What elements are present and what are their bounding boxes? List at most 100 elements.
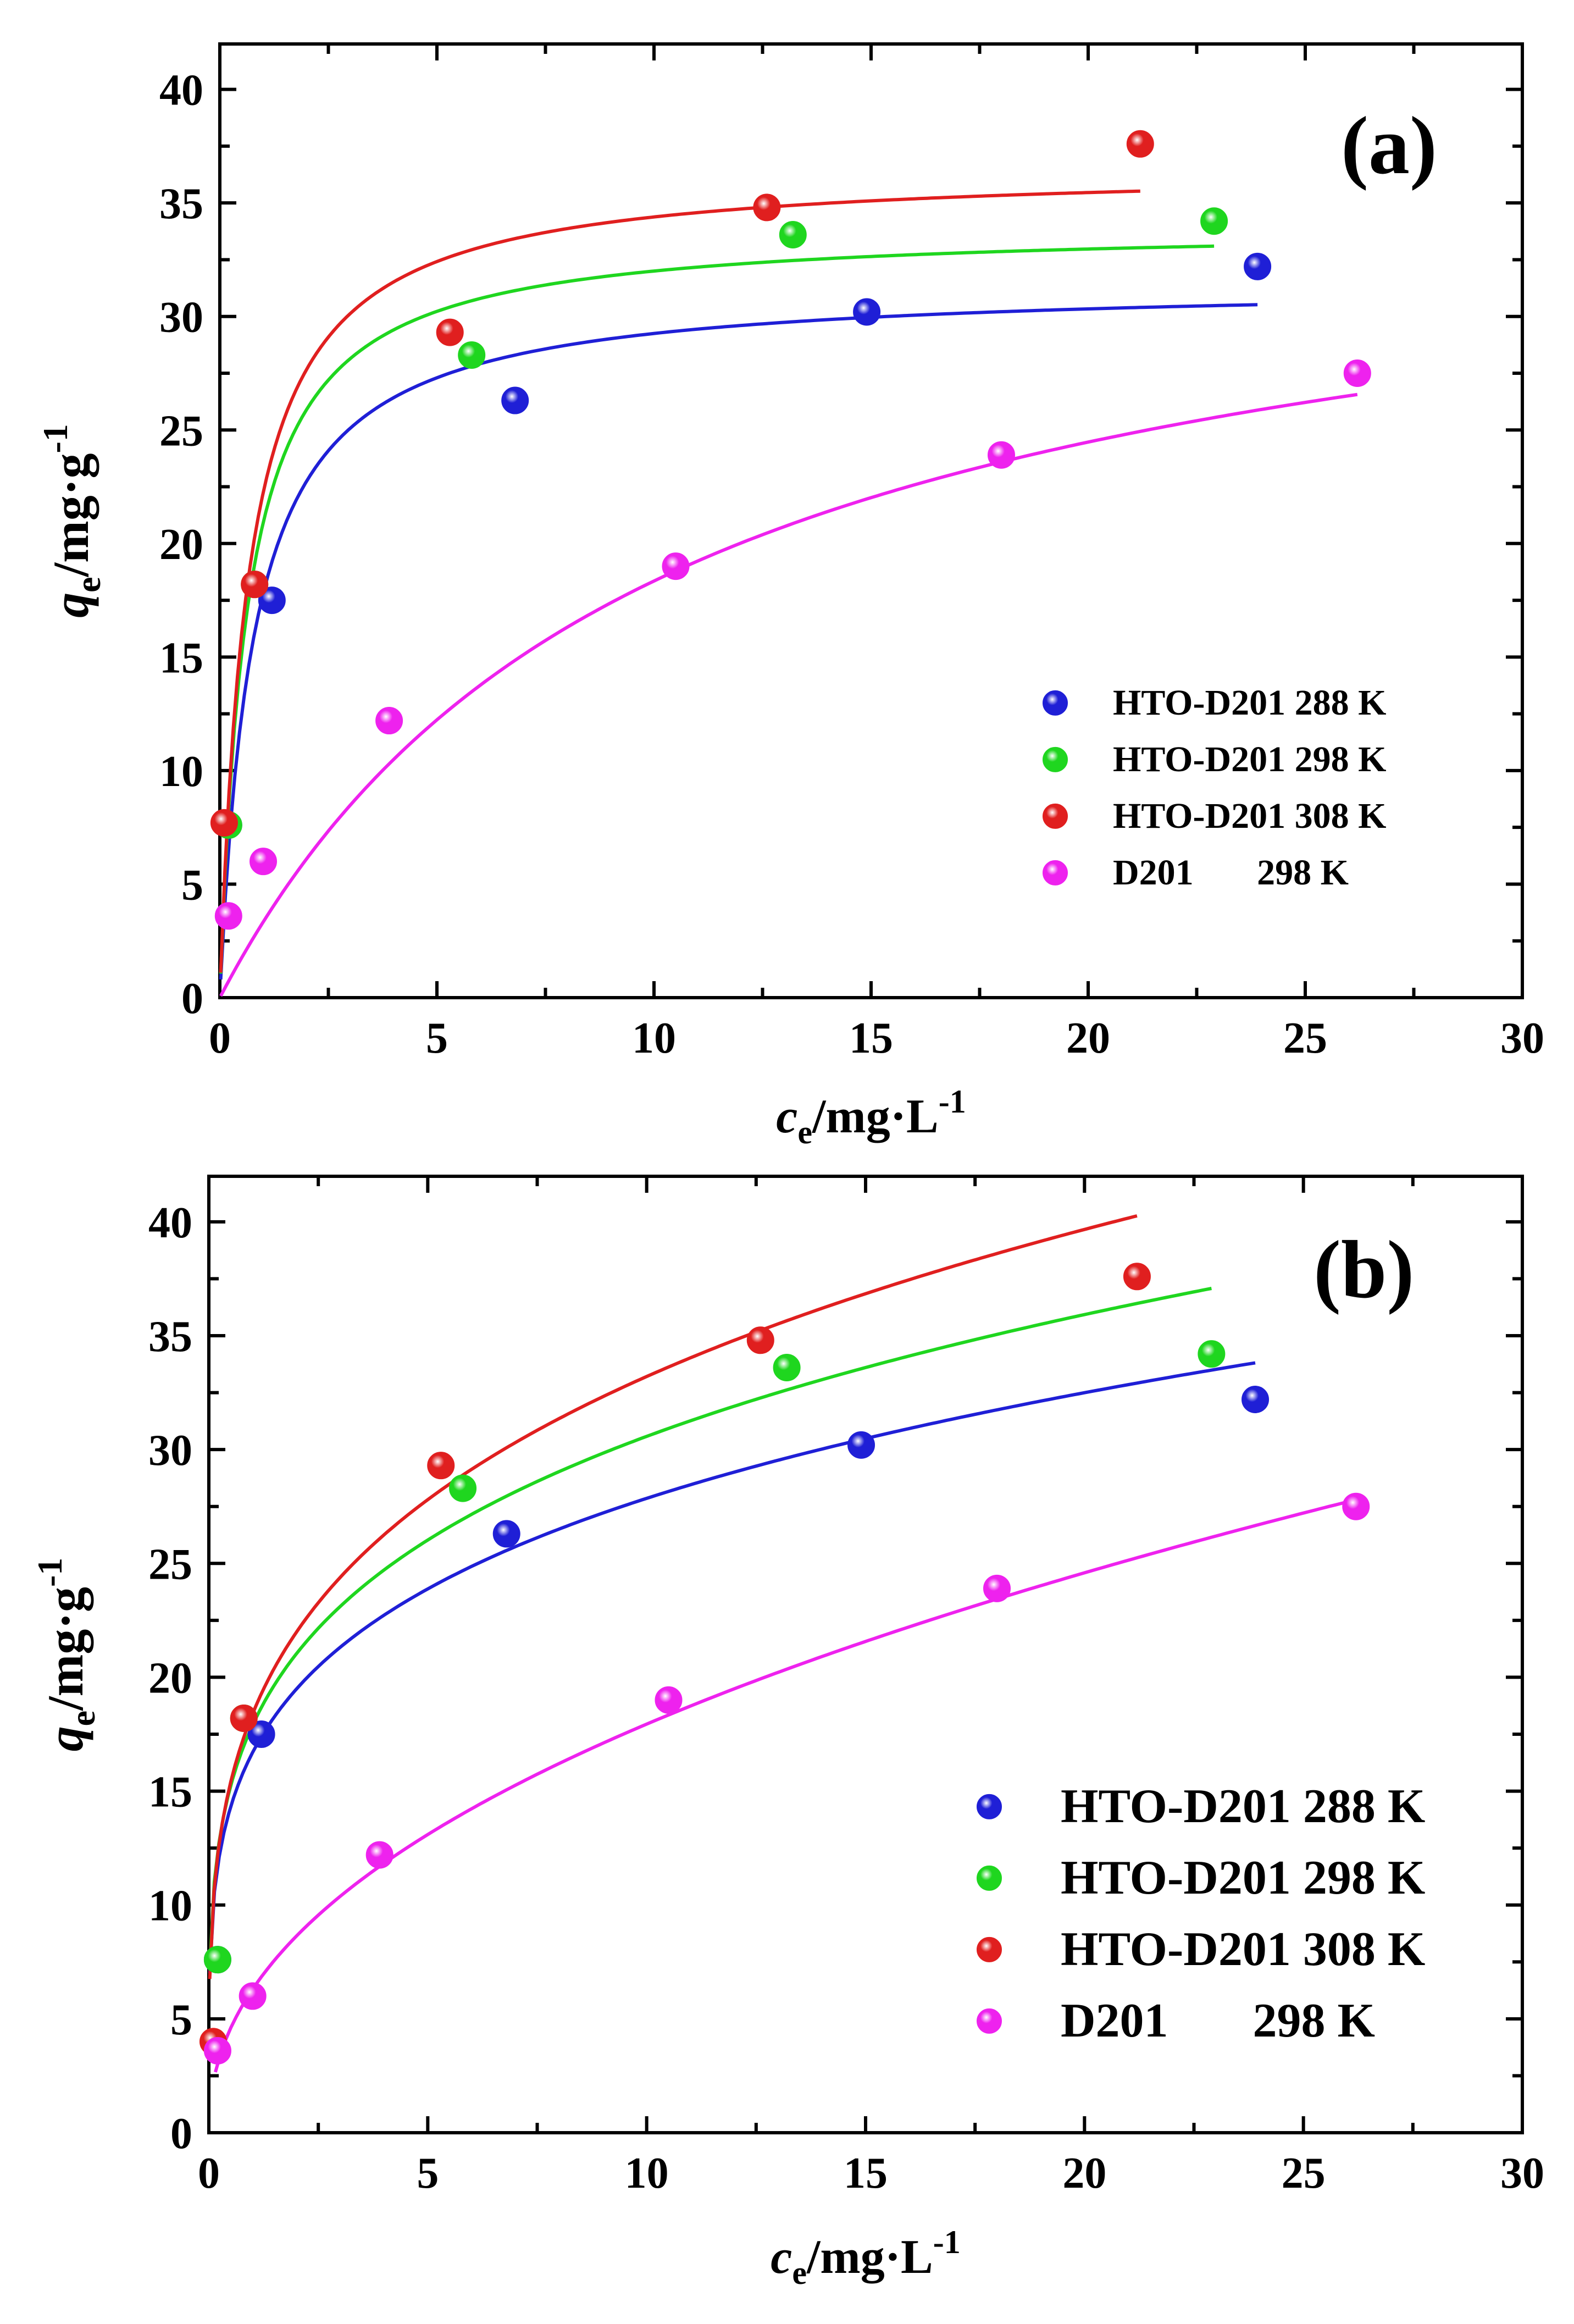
legend-marker-hto-d201-298-k	[977, 1865, 1002, 1891]
y-tick-label: 15	[148, 1768, 192, 1817]
data-point-d201-298-k	[203, 2037, 231, 2065]
data-point-hto-d201-308-k	[210, 809, 238, 837]
legend-label: HTO-D201 298 K	[1061, 1851, 1425, 1905]
x-tick-label: 0	[198, 2149, 220, 2198]
data-point-hto-d201-298-k	[449, 1474, 477, 1502]
y-tick-label: 30	[159, 294, 203, 342]
data-point-hto-d201-288-k	[1244, 252, 1272, 280]
x-tick-label: 0	[209, 1014, 231, 1063]
y-tick-label: 5	[170, 1996, 192, 2044]
y-tick-label: 20	[159, 521, 203, 569]
legend-marker-hto-d201-308-k	[1043, 803, 1068, 829]
x-tick-label: 30	[1500, 1014, 1544, 1063]
data-point-d201-298-k	[662, 552, 690, 580]
legend-label: HTO-D201 298 K	[1113, 739, 1386, 779]
fit-curve-hto-d201-288-k	[208, 1361, 1256, 1974]
data-point-hto-d201-308-k	[746, 1326, 774, 1354]
data-point-hto-d201-308-k	[230, 1705, 258, 1732]
data-point-hto-d201-298-k	[203, 1946, 231, 1974]
x-tick-label: 15	[844, 2149, 888, 2198]
y-tick-label: 10	[159, 748, 203, 796]
y-tick-label: 5	[181, 861, 203, 909]
data-point-hto-d201-288-k	[501, 386, 529, 414]
legend-label: D201 298 K	[1061, 1994, 1375, 2048]
data-point-d201-298-k	[983, 1574, 1011, 1602]
legend-label: D201 298 K	[1113, 853, 1349, 893]
data-point-d201-298-k	[655, 1686, 683, 1714]
fit-curve-hto-d201-298-k	[219, 244, 1215, 974]
legend-marker-d201-298-k	[977, 2008, 1002, 2034]
y-tick-label: 30	[148, 1426, 192, 1475]
data-point-d201-298-k	[214, 902, 242, 930]
plot-frame	[207, 1175, 1524, 2134]
data-point-hto-d201-298-k	[1200, 207, 1228, 235]
data-point-hto-d201-298-k	[1198, 1340, 1226, 1368]
data-point-hto-d201-288-k	[847, 1431, 875, 1459]
data-point-hto-d201-288-k	[1242, 1386, 1270, 1413]
x-tick-label: 30	[1500, 2149, 1544, 2198]
y-tick-label: 15	[159, 634, 203, 682]
fit-curve-d201-298-k	[214, 1498, 1357, 2073]
y-tick-label: 0	[181, 975, 203, 1023]
data-point-hto-d201-288-k	[853, 298, 881, 326]
fit-curve-hto-d201-308-k	[208, 1214, 1138, 1979]
x-tick-label: 25	[1283, 1014, 1327, 1063]
x-tick-label: 10	[625, 2149, 669, 2198]
x-axis-label: ce/mg·L-1	[776, 1083, 966, 1150]
data-point-d201-298-k	[1343, 359, 1371, 387]
legend-label: HTO-D201 308 K	[1061, 1923, 1425, 1976]
legend-marker-hto-d201-308-k	[977, 1936, 1002, 1962]
legend-marker-hto-d201-288-k	[1043, 690, 1068, 716]
x-tick-label: 5	[417, 2149, 439, 2198]
data-point-hto-d201-308-k	[241, 571, 269, 599]
y-tick-label: 25	[148, 1540, 192, 1589]
x-tick-label: 20	[1066, 1014, 1110, 1063]
y-tick-label: 20	[148, 1654, 192, 1702]
data-point-hto-d201-288-k	[247, 1720, 275, 1748]
x-tick-label: 5	[426, 1014, 448, 1063]
x-axis-label: ce/mg·L-1	[771, 2224, 960, 2291]
data-point-hto-d201-308-k	[753, 193, 781, 222]
data-point-hto-d201-298-k	[458, 341, 486, 369]
legend-label: HTO-D201 288 K	[1113, 683, 1386, 723]
data-point-d201-298-k	[365, 1841, 394, 1869]
panel-b: 0 5 10 15 20 25 30 0 5 10 15 20 25 30 35 40 ce/mg·L-1 qe/…	[30, 1175, 1544, 2291]
y-tick-label: 35	[159, 180, 203, 228]
legend-marker-hto-d201-298-k	[1043, 746, 1068, 772]
data-point-hto-d201-298-k	[773, 1354, 801, 1381]
fit-curve-hto-d201-288-k	[219, 303, 1258, 980]
x-tick-label: 20	[1062, 2149, 1106, 2198]
legend-label: HTO-D201 308 K	[1113, 796, 1386, 836]
data-point-hto-d201-308-k	[436, 318, 464, 346]
data-point-hto-d201-298-k	[779, 221, 807, 248]
fit-curve-d201-298-k	[219, 392, 1358, 997]
data-point-d201-298-k	[988, 441, 1015, 469]
data-point-d201-298-k	[1342, 1492, 1370, 1520]
x-tick-label: 25	[1282, 2149, 1326, 2198]
data-point-hto-d201-288-k	[258, 586, 286, 615]
data-point-d201-298-k	[250, 848, 277, 876]
y-tick-label: 40	[148, 1199, 192, 1247]
panel-label: (b)	[1313, 1224, 1414, 1315]
fit-curve-hto-d201-298-k	[208, 1287, 1212, 1969]
data-point-d201-298-k	[375, 707, 403, 735]
data-point-hto-d201-308-k	[1126, 130, 1154, 158]
fit-curve-hto-d201-308-k	[219, 189, 1140, 973]
y-tick-label: 0	[170, 2110, 192, 2158]
panel-label: (a)	[1341, 100, 1437, 191]
y-axis-label: qe/mg·g-1	[36, 424, 108, 618]
legend-marker-hto-d201-288-k	[977, 1794, 1002, 1819]
data-point-hto-d201-308-k	[1123, 1263, 1151, 1291]
x-tick-label: 15	[849, 1014, 893, 1063]
y-axis-label: qe/mg·g-1	[30, 1558, 102, 1752]
y-tick-label: 25	[159, 407, 203, 455]
legend-marker-d201-298-k	[1043, 860, 1068, 886]
panel-a: 0 5 10 15 20 25 30 0 5 10 15 20 25 30 35 40 ce/mg·L-1 qe/…	[36, 42, 1544, 1150]
x-tick-label: 10	[632, 1014, 676, 1063]
y-tick-label: 35	[148, 1313, 192, 1361]
y-tick-label: 40	[159, 67, 203, 115]
data-point-hto-d201-308-k	[427, 1452, 455, 1480]
data-point-d201-298-k	[239, 1982, 267, 2010]
data-point-hto-d201-288-k	[492, 1520, 520, 1548]
